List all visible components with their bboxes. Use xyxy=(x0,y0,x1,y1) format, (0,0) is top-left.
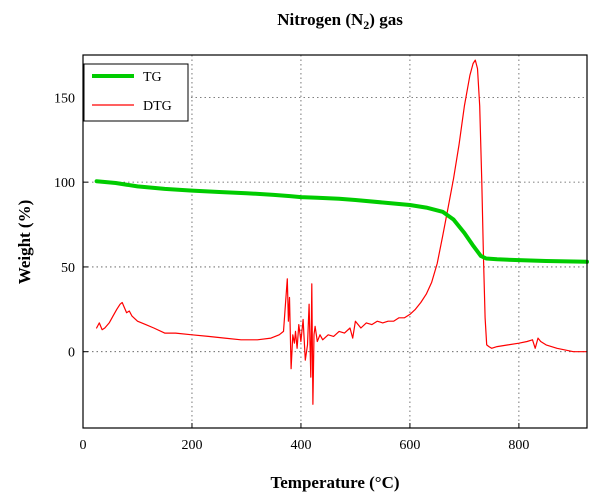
x-tick-label: 0 xyxy=(80,438,87,453)
x-axis-label: Temperature (°C) xyxy=(270,473,399,492)
series-line-dtg xyxy=(95,59,588,405)
legend-box xyxy=(83,63,189,122)
chart-title: Nitrogen (N2) gas xyxy=(277,10,403,32)
x-tick-label: 600 xyxy=(399,438,420,453)
y-tick-label: 50 xyxy=(61,261,75,276)
y-tick-label: 0 xyxy=(68,346,75,361)
series-line-tg xyxy=(94,179,589,264)
legend-label-dtg: DTG xyxy=(143,99,172,114)
x-tick-label: 800 xyxy=(508,438,529,453)
y-axis-label: Weight (%) xyxy=(15,200,34,285)
chart-title-subscript: 2 xyxy=(363,18,369,32)
ticks: 0 200 400 600 800 0 50 100 150 xyxy=(54,91,529,453)
legend-label-tg: TG xyxy=(143,70,162,85)
y-tick-label: 150 xyxy=(54,91,75,106)
plot-frame xyxy=(82,54,588,429)
x-tick-label: 200 xyxy=(181,438,202,453)
legend: TG DTG xyxy=(83,63,189,122)
y-tick-label: 100 xyxy=(54,176,75,191)
x-tick-label: 400 xyxy=(290,438,311,453)
series-layer xyxy=(94,59,589,405)
grid xyxy=(83,55,587,428)
